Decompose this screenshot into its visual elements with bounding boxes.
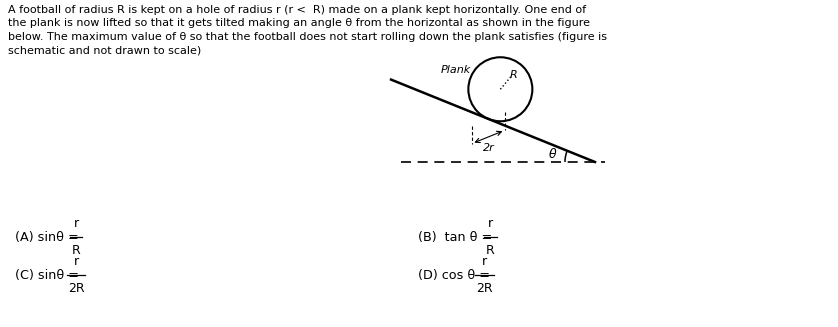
Text: (B)  tan θ =: (B) tan θ = (418, 231, 492, 244)
Text: A football of radius R is kept on a hole of radius r (r <  R) made on a plank ke: A football of radius R is kept on a hole… (8, 5, 586, 15)
Text: R: R (486, 244, 494, 257)
Text: the plank is now lifted so that it gets tilted making an angle θ from the horizo: the plank is now lifted so that it gets … (8, 19, 590, 28)
Text: 2R: 2R (477, 282, 493, 295)
Text: r: r (74, 217, 79, 230)
Text: schematic and not drawn to scale): schematic and not drawn to scale) (8, 45, 201, 56)
Text: 2R: 2R (68, 282, 85, 295)
Text: (D) cos θ =: (D) cos θ = (418, 268, 490, 282)
Text: r: r (482, 255, 488, 268)
Text: r: r (488, 217, 493, 230)
Text: Plank: Plank (441, 65, 471, 75)
Text: 2r: 2r (483, 143, 494, 153)
Text: r: r (74, 255, 79, 268)
Text: below. The maximum value of θ so that the football does not start rolling down t: below. The maximum value of θ so that th… (8, 32, 607, 42)
Text: (C) sinθ =: (C) sinθ = (15, 268, 79, 282)
Text: R: R (510, 70, 518, 80)
Text: θ: θ (549, 148, 556, 162)
Text: R: R (72, 244, 80, 257)
Text: (A) sinθ =: (A) sinθ = (15, 231, 79, 244)
